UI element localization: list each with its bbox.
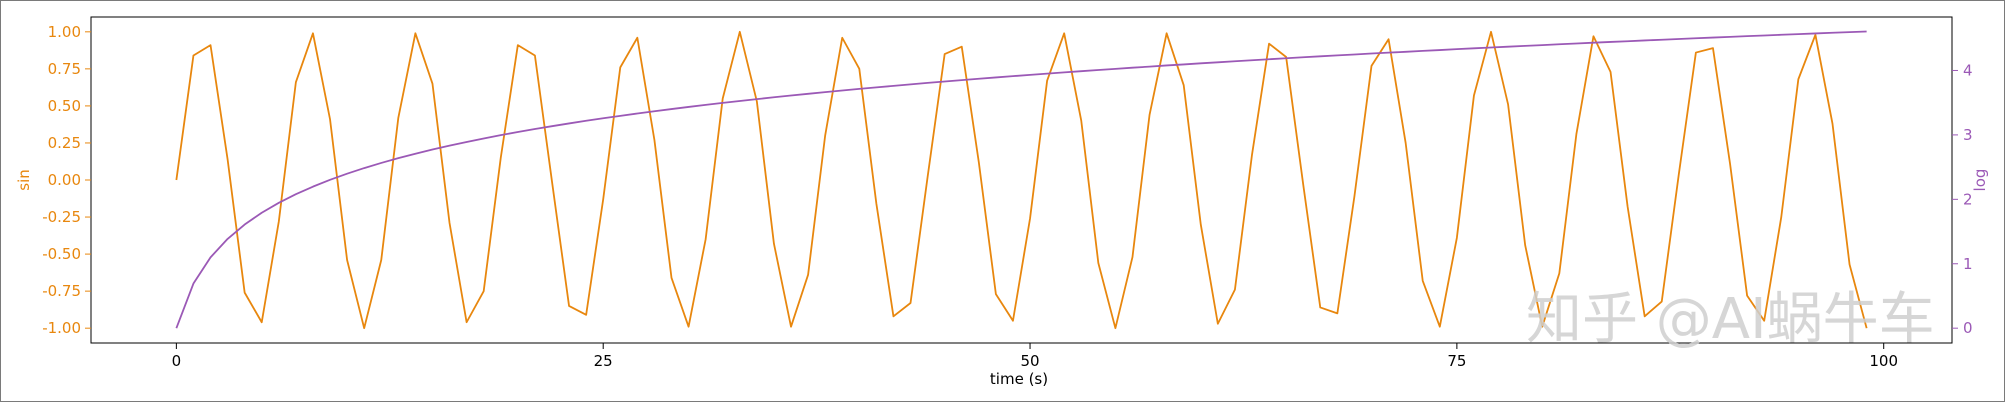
left-tick-label: 0.75 <box>48 60 81 78</box>
left-tick-label: 0.00 <box>48 171 81 189</box>
x-tick-label: 0 <box>172 352 182 370</box>
left-tick-label: -0.25 <box>42 208 81 226</box>
series-line-log <box>175 30 1867 329</box>
left-y-axis: -1.00 -0.75 -0.50 -0.25 0.00 0.25 0.50 0.75 1.00 <box>42 23 91 337</box>
x-axis-label: time (s) <box>990 370 1048 388</box>
left-tick-label: -0.50 <box>42 245 81 263</box>
right-tick-label: 1 <box>1963 255 1973 273</box>
right-tick-label: 4 <box>1963 61 1973 79</box>
right-tick-label: 2 <box>1963 190 1973 208</box>
right-y-axis: 0 1 2 3 4 <box>1952 61 1973 337</box>
right-y-axis-label: log <box>1971 169 1989 192</box>
x-tick-label: 50 <box>1020 352 1039 370</box>
watermark: 知乎 @AI蜗牛车 <box>1526 287 1935 352</box>
left-tick-label: -1.00 <box>42 319 81 337</box>
series-layer <box>175 30 1868 330</box>
left-tick-label: -0.75 <box>42 282 81 300</box>
right-tick-label: 0 <box>1963 319 1973 337</box>
left-tick-label: 1.00 <box>48 23 81 41</box>
x-axis: 0 25 50 75 100 <box>172 343 1898 370</box>
right-tick-label: 3 <box>1963 126 1973 144</box>
series-line-sin <box>175 30 1868 330</box>
x-tick-label: 75 <box>1447 352 1466 370</box>
left-tick-label: 0.25 <box>48 134 81 152</box>
x-tick-label: 100 <box>1869 352 1898 370</box>
x-tick-label: 25 <box>594 352 613 370</box>
left-y-axis-label: sin <box>15 169 33 191</box>
left-tick-label: 0.50 <box>48 97 81 115</box>
